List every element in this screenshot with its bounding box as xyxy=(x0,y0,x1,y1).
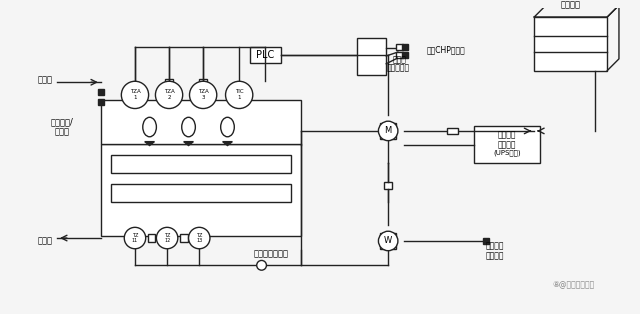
Bar xyxy=(148,234,156,242)
Circle shape xyxy=(156,81,182,109)
Circle shape xyxy=(257,260,266,270)
Text: 坚固的电线连接: 坚固的电线连接 xyxy=(254,249,289,258)
Text: 分配装置/
压出机: 分配装置/ 压出机 xyxy=(51,117,74,137)
Text: TIC
1: TIC 1 xyxy=(235,89,243,100)
Bar xyxy=(199,79,207,85)
Text: 天然气: 天然气 xyxy=(393,55,407,64)
Text: ⑧@环境安全科学: ⑧@环境安全科学 xyxy=(552,280,595,289)
Circle shape xyxy=(378,121,398,141)
Polygon shape xyxy=(223,142,232,145)
Bar xyxy=(111,185,291,202)
Ellipse shape xyxy=(143,117,156,137)
Circle shape xyxy=(124,227,146,249)
Bar xyxy=(380,123,396,139)
Bar xyxy=(396,44,403,50)
Text: W: W xyxy=(384,236,392,246)
Ellipse shape xyxy=(221,117,234,137)
Bar xyxy=(250,47,281,63)
Circle shape xyxy=(189,227,210,249)
Text: TZ
12: TZ 12 xyxy=(164,233,170,243)
Text: 去往臭气
控制系统: 去往臭气 控制系统 xyxy=(486,241,504,260)
Circle shape xyxy=(156,227,178,249)
Bar xyxy=(474,126,540,163)
Bar xyxy=(534,17,607,71)
Text: (UPS供应): (UPS供应) xyxy=(493,149,521,156)
Text: M: M xyxy=(385,127,392,135)
Text: 冷却水箱: 冷却水箱 xyxy=(561,0,580,9)
Bar xyxy=(380,233,396,249)
Circle shape xyxy=(189,81,217,109)
Bar xyxy=(101,100,301,143)
Polygon shape xyxy=(184,142,193,145)
Bar xyxy=(396,52,403,58)
Text: 来自CHP的废气: 来自CHP的废气 xyxy=(427,46,466,55)
Text: 干产品: 干产品 xyxy=(38,236,52,246)
Text: PLC: PLC xyxy=(257,50,275,60)
Text: 湿产品: 湿产品 xyxy=(38,76,52,85)
Text: TZA
2: TZA 2 xyxy=(164,89,175,100)
Circle shape xyxy=(378,231,398,251)
Circle shape xyxy=(225,81,253,109)
Text: 过热温度
控制面板: 过热温度 控制面板 xyxy=(498,130,516,149)
Bar xyxy=(111,155,291,173)
Bar xyxy=(384,181,392,189)
Ellipse shape xyxy=(182,117,195,137)
Polygon shape xyxy=(145,142,154,145)
Text: TZA
1: TZA 1 xyxy=(130,89,140,100)
Bar xyxy=(165,79,173,85)
Text: 口空气入口: 口空气入口 xyxy=(386,63,410,72)
Bar xyxy=(357,38,386,75)
Text: TZ
11: TZ 11 xyxy=(132,233,138,243)
Bar xyxy=(447,128,458,134)
Circle shape xyxy=(122,81,148,109)
Bar xyxy=(101,143,301,236)
Bar xyxy=(180,234,188,242)
Text: TZA
3: TZA 3 xyxy=(198,89,209,100)
Text: TZ
13: TZ 13 xyxy=(196,233,202,243)
